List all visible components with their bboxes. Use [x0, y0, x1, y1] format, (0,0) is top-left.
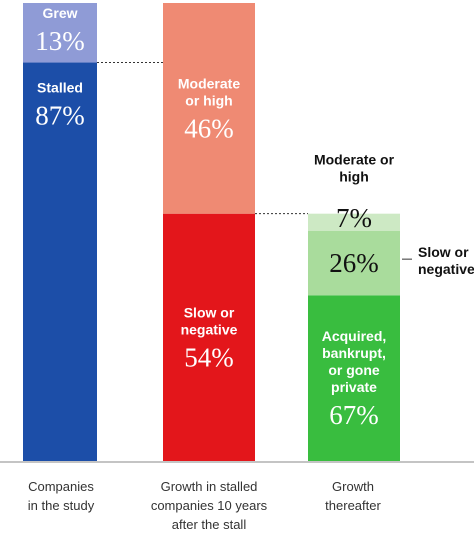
bar-3-segment-1-value: 67%: [329, 400, 379, 430]
bar-2-segment-2-value: 46%: [184, 113, 234, 143]
bar-2-segment-1-label-line-1: Slow or: [184, 304, 235, 320]
bar-3-segment-3-label-line-2: high: [339, 169, 369, 185]
bar-1-segment-1-value: 87%: [35, 101, 85, 131]
bar-2-segment-1: [163, 213, 255, 461]
category-label-1-line-2: in the study: [28, 498, 95, 513]
bar-2-segment-2: [163, 3, 255, 214]
category-label-3-line-2: thereafter: [325, 498, 381, 513]
bar-2-segment-2-label-line-2: or high: [185, 92, 232, 108]
bar-1-segment-2-label-line-1: Grew: [42, 5, 77, 21]
category-label-2-line-2: companies 10 years: [151, 498, 268, 513]
category-label-2-line-3: after the stall: [172, 517, 247, 532]
bar-3-segment-1-label-line-1: Acquired,: [322, 328, 387, 344]
bar-1-segment-2: [23, 3, 97, 63]
bar-3-segment-2-label-line-2: negative: [418, 261, 474, 277]
bar-3-segment-3-value: 7%: [336, 203, 372, 233]
bar-3-segment-3-label-line-1: Moderate or: [314, 152, 395, 168]
bar-1-segment-2-value: 13%: [35, 26, 85, 56]
bar-1-segment-1-label-line-1: Stalled: [37, 80, 83, 96]
bar-3-segment-2: [308, 230, 400, 296]
bar-3-segment-2-value: 26%: [329, 248, 379, 278]
bar-3-segment-1-label-line-4: private: [331, 379, 377, 395]
category-label-3-line-1: Growth: [332, 479, 374, 494]
bar-3-segment-1-label-line-2: bankrupt,: [322, 345, 386, 361]
bar-2-segment-1-value: 54%: [184, 342, 234, 372]
bar-1-segment-1: [23, 62, 97, 461]
category-label-2-line-1: Growth in stalled: [161, 479, 258, 494]
bar-2-segment-2-label-line-1: Moderate: [178, 75, 240, 91]
category-label-1-line-1: Companies: [28, 479, 94, 494]
bar-3-segment-1: [308, 295, 400, 461]
bar-3-segment-1-label-line-3: or gone: [328, 362, 380, 378]
bar-3-segment-2-label-line-1: Slow or: [418, 244, 469, 260]
bar-2-segment-1-label-line-2: negative: [181, 321, 238, 337]
bar-3-segment-3: [308, 213, 400, 231]
